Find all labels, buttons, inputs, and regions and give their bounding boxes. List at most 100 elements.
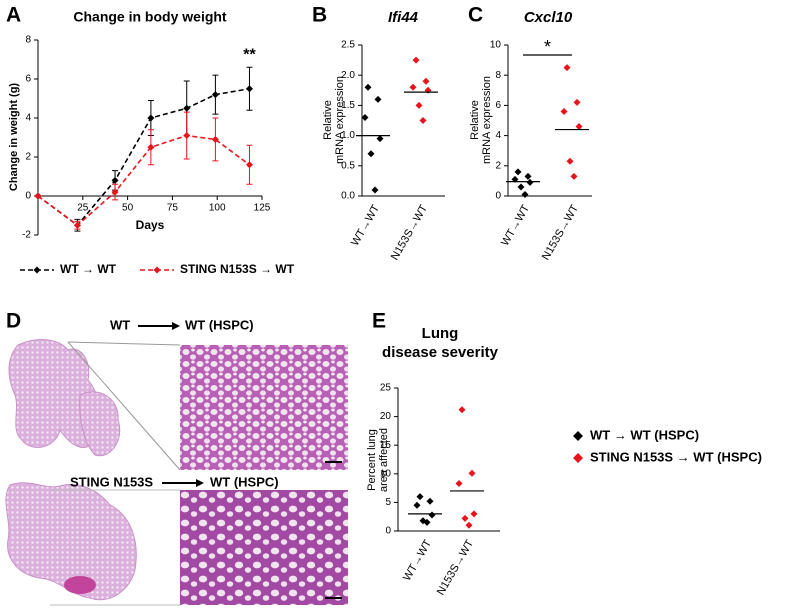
legend-label: STING N153S → WT (HSPC) [590,449,762,464]
x-tick-label: 100 [209,203,226,214]
y-tick-label: 20 [380,411,392,422]
data-point [245,161,253,169]
legend-label: WT → WT [60,262,117,276]
lung-section [5,482,137,601]
data-point [563,64,571,72]
y-axis-label: Relative [469,100,481,140]
x-tick-label: N153S→WT [435,538,476,598]
group-label: WT [110,317,130,332]
y-axis-label: Percent lung [366,429,378,491]
y-axis-label: area affected [378,428,390,492]
legend-label: WT → WT (HSPC) [590,427,699,442]
data-point [416,493,424,501]
y-tick-label: 6 [495,100,501,111]
x-tick-label: 50 [122,203,134,214]
x-tick-label: N153S→WT [389,203,430,263]
x-tick-label: 75 [167,203,179,214]
legend-label: STING N153S → WT [180,262,295,276]
data-point [428,511,436,519]
zoom-line [67,341,181,346]
y-tick-label: 2.0 [341,70,355,81]
x-axis-label: Days [136,218,165,232]
data-point [465,521,473,529]
chart-title: Ifi44 [388,9,419,26]
chart-title: Cxcl10 [524,9,573,26]
y-tick-label: 2.5 [341,40,355,51]
data-point [575,123,583,131]
data-point [461,514,469,522]
arrow-head [172,322,180,330]
panel-label: B [312,4,327,27]
data-point [147,143,155,151]
x-tick-label: 25 [77,203,89,214]
data-point [468,469,476,477]
panel-label: E [372,310,386,333]
data-point [422,77,430,85]
y-tick-label: 1.5 [341,100,355,111]
y-tick-label: 25 [380,383,392,394]
panel-label: A [6,4,21,27]
data-point [423,518,431,526]
micrograph [180,345,348,470]
data-point [419,117,427,124]
data-point [426,497,434,505]
chart-title: Change in body weight [73,9,227,25]
data-point [566,157,574,165]
data-point [374,95,382,103]
lung-section [79,391,121,457]
data-point [111,188,119,196]
y-tick-label: 8 [495,70,501,81]
data-point [364,83,372,91]
data-point [34,192,42,200]
data-point [245,85,253,93]
y-tick-label: 2 [25,152,31,163]
y-tick-label: 8 [25,35,31,46]
data-point [376,135,384,143]
panel-label: D [6,310,21,333]
data-point [424,86,432,94]
y-tick-label: 0 [385,526,391,537]
zoom-line [67,341,181,471]
y-tick-label: 5 [385,497,391,508]
group-label: WT (HSPC) [185,317,254,332]
y-tick-label: 2 [495,160,501,171]
y-tick-label: 1.0 [341,130,355,141]
y-tick-label: 15 [380,440,392,451]
chart-title: disease severity [382,344,499,361]
data-point [111,176,119,184]
data-point [361,113,369,121]
y-tick-label: 10 [490,40,502,51]
legend-marker [153,266,161,274]
group-label: WT (HSPC) [210,474,279,489]
y-tick-label: 6 [25,74,31,85]
data-point [211,91,219,99]
group-label: STING N153S [70,474,153,489]
data-point [73,221,81,229]
histology: WT WT (HSPC) STING N153S WT (HSPC) [5,317,348,606]
data-point [413,501,421,509]
x-tick-label: WT→WT [401,538,434,583]
data-point [517,183,525,191]
annotation: ** [243,47,256,64]
x-tick-label: WT→WT [499,203,532,248]
lung-section [8,339,101,448]
data-point [371,186,379,194]
significance-label: * [544,37,551,57]
data-point [367,150,375,158]
y-tick-label: 4 [495,130,501,141]
data-point [526,178,534,186]
data-point [521,190,529,198]
x-tick-label: N153S→WT [540,203,581,263]
data-point [412,56,420,64]
legend-marker [573,453,583,463]
y-axis-label: mRNA expression [481,76,493,164]
data-point [455,480,463,488]
x-tick-label: WT→WT [349,203,382,248]
panel-label: C [468,4,483,27]
data-point [524,172,532,180]
x-tick-label: 125 [254,203,271,214]
arrow-head [196,479,204,487]
legend-marker [573,431,583,441]
data-point [211,135,219,143]
